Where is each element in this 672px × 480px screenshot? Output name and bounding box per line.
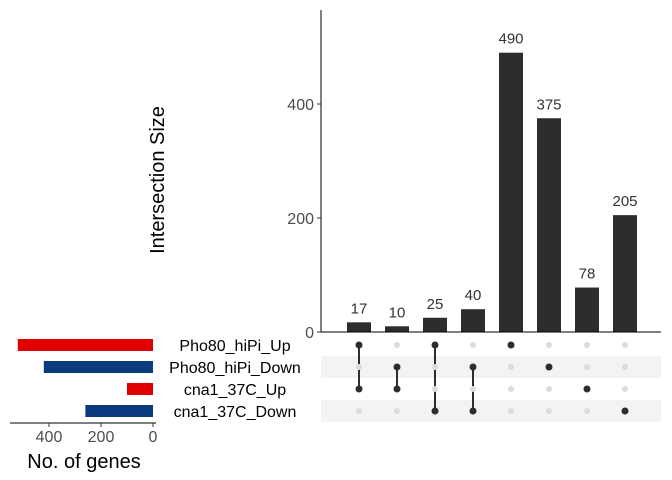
set-size-tick-label: 200 — [88, 429, 115, 446]
set-size-tick-label: 400 — [36, 429, 63, 446]
matrix-dot-filled — [545, 363, 553, 371]
set-size-bar — [43, 361, 153, 373]
matrix-dot-filled — [507, 341, 515, 349]
matrix-dot-filled — [583, 385, 591, 393]
matrix-dot-empty — [584, 408, 590, 414]
matrix-row-stripe — [321, 400, 661, 422]
intersection-bar — [385, 326, 409, 332]
matrix-dot-empty — [356, 364, 362, 370]
intersection-bar — [613, 215, 637, 332]
matrix-row-stripe — [321, 356, 661, 378]
intersection-bar — [461, 309, 485, 332]
set-label: cna1_37C_Down — [174, 404, 297, 421]
set-label: Pho80_hiPi_Down — [169, 360, 301, 377]
matrix-dot-empty — [546, 342, 552, 348]
set-size-tick-label: 0 — [149, 429, 158, 446]
set-size-bar — [127, 383, 153, 395]
matrix-dot-empty — [546, 386, 552, 392]
matrix-dot-empty — [508, 386, 514, 392]
matrix-dot-filled — [355, 341, 363, 349]
set-label: Pho80_hiPi_Up — [179, 338, 290, 355]
matrix-dot-empty — [622, 342, 628, 348]
matrix-dot-filled — [393, 385, 401, 393]
matrix-dot-empty — [470, 342, 476, 348]
set-size-bar — [85, 405, 153, 417]
matrix-dot-empty — [356, 408, 362, 414]
intersection-bar-label: 17 — [351, 300, 368, 317]
intersection-bar-label: 375 — [536, 96, 561, 113]
intersection-bar-label: 205 — [612, 193, 637, 210]
matrix-dot-empty — [508, 408, 514, 414]
y-tick-label: 400 — [287, 97, 314, 114]
set-label: cna1_37C_Up — [184, 382, 286, 399]
matrix-dot-empty — [584, 364, 590, 370]
matrix-dot-empty — [394, 408, 400, 414]
intersection-matrix — [355, 341, 629, 415]
matrix-dot-filled — [431, 407, 439, 415]
matrix-row-stripes — [321, 356, 661, 422]
matrix-dot-filled — [621, 407, 629, 415]
matrix-dot-filled — [469, 407, 477, 415]
y-tick-label: 200 — [287, 211, 314, 228]
set-size-axis: 400 200 0 — [10, 422, 158, 446]
set-size-axis-label: No. of genes — [27, 451, 140, 473]
intersection-bar — [575, 287, 599, 332]
matrix-dot-empty — [622, 364, 628, 370]
intersection-bar-label: 78 — [579, 266, 596, 283]
intersection-bar-label: 490 — [498, 31, 523, 48]
matrix-dot-filled — [469, 363, 477, 371]
matrix-dot-empty — [584, 342, 590, 348]
y-axis-label: Intersection Size — [147, 106, 169, 254]
intersection-bar-label: 40 — [465, 287, 482, 304]
matrix-dot-empty — [470, 386, 476, 392]
matrix-dot-filled — [355, 385, 363, 393]
intersection-bar — [537, 118, 561, 332]
matrix-dot-empty — [546, 408, 552, 414]
intersection-bar — [347, 322, 371, 332]
matrix-dot-filled — [393, 363, 401, 371]
intersection-bar-label: 10 — [389, 304, 406, 321]
y-tick-label: 0 — [305, 325, 314, 342]
matrix-dot-empty — [394, 342, 400, 348]
matrix-dot-empty — [432, 364, 438, 370]
set-size-bars — [17, 339, 153, 417]
intersection-bars: 17 10 25 40 490 375 78 205 — [347, 31, 638, 332]
matrix-dot-empty — [622, 386, 628, 392]
matrix-dot-empty — [508, 364, 514, 370]
set-labels: Pho80_hiPi_Up Pho80_hiPi_Down cna1_37C_Upc… — [169, 338, 301, 421]
set-size-bar — [17, 339, 153, 351]
matrix-dot-empty — [432, 386, 438, 392]
intersection-bar — [499, 52, 523, 332]
intersection-bar — [423, 317, 447, 332]
intersection-size-axis: 0 200 400 — [287, 10, 661, 342]
intersection-bar-label: 25 — [427, 296, 444, 313]
matrix-dot-filled — [431, 341, 439, 349]
